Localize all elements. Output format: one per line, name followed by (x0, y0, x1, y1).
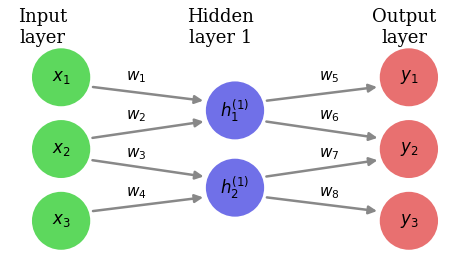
Text: $h_1^{(1)}$: $h_1^{(1)}$ (220, 97, 250, 124)
Text: $w_4$: $w_4$ (126, 185, 147, 201)
Ellipse shape (32, 120, 90, 178)
Text: Input
layer: Input layer (18, 8, 67, 47)
Text: $y_3$: $y_3$ (400, 212, 418, 230)
Ellipse shape (206, 159, 264, 217)
Text: $x_1$: $x_1$ (52, 69, 70, 86)
Text: $w_3$: $w_3$ (126, 147, 147, 162)
Text: $h_2^{(1)}$: $h_2^{(1)}$ (220, 174, 250, 201)
Ellipse shape (32, 48, 90, 106)
Text: $w_8$: $w_8$ (319, 185, 339, 201)
Text: $x_3$: $x_3$ (52, 212, 70, 229)
Ellipse shape (206, 81, 264, 139)
Text: $y_2$: $y_2$ (400, 140, 418, 158)
Text: $x_2$: $x_2$ (52, 140, 70, 158)
Text: $w_1$: $w_1$ (126, 70, 146, 85)
Ellipse shape (32, 192, 90, 250)
Text: $w_7$: $w_7$ (319, 147, 339, 162)
Ellipse shape (380, 48, 438, 106)
Text: Hidden
layer 1: Hidden layer 1 (188, 8, 254, 47)
Text: $w_2$: $w_2$ (126, 108, 146, 124)
Text: $y_1$: $y_1$ (400, 68, 418, 86)
Ellipse shape (380, 120, 438, 178)
Text: $w_5$: $w_5$ (319, 70, 339, 85)
Text: Output
layer: Output layer (372, 8, 436, 47)
Ellipse shape (380, 192, 438, 250)
Text: $w_6$: $w_6$ (319, 108, 339, 124)
